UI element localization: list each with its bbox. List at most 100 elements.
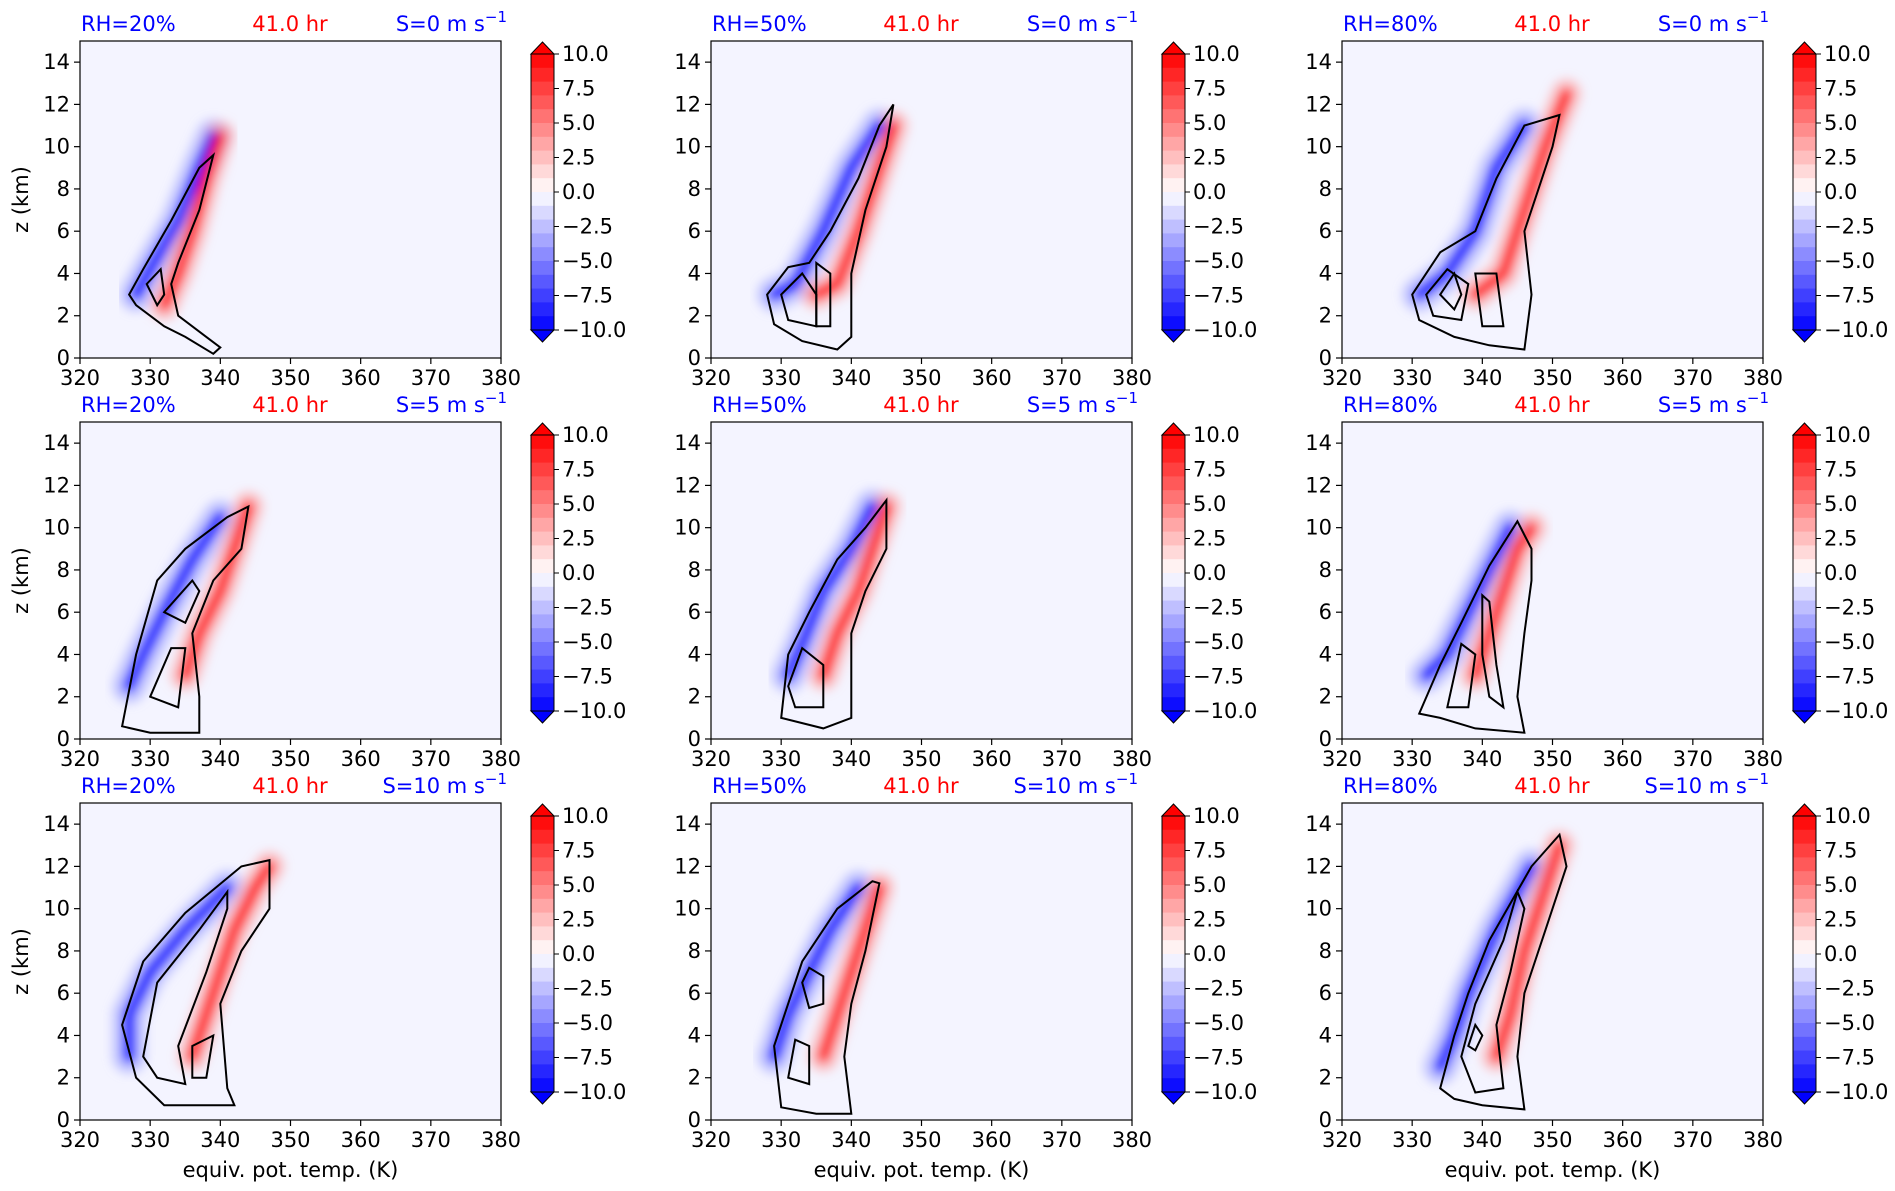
colorbar-band <box>1793 898 1816 914</box>
colorbar-band <box>531 871 554 886</box>
colorbar-extend-top <box>1791 803 1818 817</box>
colorbar-tick-label: 0.0 <box>1193 180 1226 204</box>
colorbar-tick-label: 10.0 <box>1824 423 1871 447</box>
panel: 320 330 340 350 360 370 380 0 2 4 6 8 10 12 14 RH=50% 41… <box>674 389 1257 771</box>
colorbar-band <box>1162 1036 1185 1052</box>
colorbar-band <box>1162 1009 1185 1024</box>
colorbar-band <box>531 829 554 845</box>
colorbar-tick-label: 10.0 <box>1193 423 1240 447</box>
panel: 320 330 340 350 360 370 380 0 2 4 6 8 10 12 14 RH=20% 41… <box>9 770 626 1182</box>
panel: 320 330 340 350 360 370 380 0 2 4 6 8 10 12 14 RH=20% 41… <box>9 8 626 390</box>
y-tick-label: 8 <box>57 177 70 201</box>
y-tick-label: 2 <box>57 685 70 709</box>
colorbar-band <box>531 912 554 927</box>
colorbar-tick-label: 10.0 <box>1824 804 1871 828</box>
y-tick-label: 12 <box>43 92 70 116</box>
y-tick-label: 0 <box>1319 346 1332 370</box>
colorbar-tick-label: −2.5 <box>562 596 613 620</box>
x-tick-label: 320 <box>691 1128 731 1152</box>
title-rh: RH=50% <box>712 12 807 36</box>
x-tick-label: 380 <box>1112 747 1152 771</box>
colorbar-tick-label: −7.5 <box>1824 1046 1875 1070</box>
y-tick-label: 8 <box>57 558 70 582</box>
x-tick-label: 380 <box>481 1128 521 1152</box>
title-shear: S=5 m s−1 <box>396 389 507 417</box>
y-tick-label: 8 <box>1319 177 1332 201</box>
colorbar-extend-top <box>1160 803 1187 817</box>
y-tick-label: 8 <box>1319 939 1332 963</box>
colorbar-band <box>531 655 554 671</box>
colorbar-extend-bottom <box>1160 710 1187 724</box>
colorbar-band <box>531 898 554 914</box>
y-tick-label: 10 <box>43 516 70 540</box>
y-tick-label: 0 <box>57 727 70 751</box>
colorbar-tick-label: 5.0 <box>562 873 595 897</box>
colorbar-band <box>531 302 554 317</box>
title-rh: RH=50% <box>712 393 807 417</box>
y-tick-label: 14 <box>674 431 701 455</box>
colorbar-tick-label: −7.5 <box>1193 665 1244 689</box>
y-tick-label: 0 <box>1319 727 1332 751</box>
colorbar-band <box>1793 462 1816 477</box>
colorbar-extend-bottom <box>529 710 556 724</box>
colorbar-tick-label: −2.5 <box>562 215 613 239</box>
colorbar-extend-top <box>1160 422 1187 436</box>
negative-field-core <box>123 881 234 1063</box>
colorbar-extend-bottom <box>1160 1091 1187 1105</box>
colorbar-band <box>531 843 554 858</box>
colorbar-band <box>1793 940 1816 955</box>
y-tick-label: 10 <box>1305 135 1332 159</box>
colorbar-tick-label: 7.5 <box>562 458 595 482</box>
contour-line <box>1438 271 1463 312</box>
x-tick-label: 330 <box>130 366 170 390</box>
y-tick-label: 10 <box>1305 897 1332 921</box>
colorbar-band <box>531 462 554 477</box>
colorbar-band <box>1162 448 1185 464</box>
x-tick-label: 320 <box>60 747 100 771</box>
title-rh: RH=80% <box>1343 12 1438 36</box>
y-tick-label: 12 <box>43 854 70 878</box>
colorbar-band <box>1793 476 1816 491</box>
x-tick-label: 330 <box>1392 747 1432 771</box>
colorbar-tick-label: −2.5 <box>1193 977 1244 1001</box>
colorbar-band <box>531 67 554 83</box>
y-tick-label: 4 <box>57 642 70 666</box>
x-tick-label: 330 <box>130 747 170 771</box>
title-time: 41.0 hr <box>252 393 328 417</box>
colorbar-tick-label: −7.5 <box>562 665 613 689</box>
colorbar-band <box>1793 517 1816 533</box>
x-tick-label: 360 <box>972 1128 1012 1152</box>
contour-line <box>801 966 825 1010</box>
y-axis-label: z (km) <box>9 928 33 995</box>
colorbar-band <box>1793 95 1816 110</box>
contour-layer <box>773 880 881 1115</box>
x-tick-label: 320 <box>1322 1128 1362 1152</box>
colorbar-band <box>1793 967 1816 983</box>
x-tick-label: 340 <box>831 1128 871 1152</box>
colorbar-band <box>1162 288 1185 303</box>
colorbar-band <box>1162 178 1185 193</box>
colorbar-tick-label: 10.0 <box>562 804 609 828</box>
colorbar-band <box>1793 843 1816 858</box>
colorbar-band <box>1793 926 1816 941</box>
colorbar-extend-bottom <box>1791 710 1818 724</box>
contour-layer <box>780 497 888 730</box>
colorbar-band <box>531 178 554 193</box>
colorbar-tick-label: 7.5 <box>1824 458 1857 482</box>
colorbar-tick-label: 0.0 <box>1193 942 1226 966</box>
colorbar-tick-label: 2.5 <box>1824 527 1857 551</box>
x-tick-label: 380 <box>1112 366 1152 390</box>
colorbar-tick-label: 2.5 <box>1193 146 1226 170</box>
colorbar-band <box>531 476 554 491</box>
title-shear: S=10 m s−1 <box>1644 770 1769 798</box>
colorbar-band <box>531 531 554 546</box>
contour-line <box>145 266 166 308</box>
contour-line <box>1425 267 1470 322</box>
colorbar-tick-label: 5.0 <box>1193 873 1226 897</box>
colorbar-extend-bottom <box>1791 329 1818 343</box>
colorbar-band <box>1793 54 1816 69</box>
colorbar-tick-label: 5.0 <box>1193 111 1226 135</box>
y-axis-label: z (km) <box>9 166 33 233</box>
contour-line <box>1411 113 1561 351</box>
colorbar-band <box>1162 967 1185 983</box>
